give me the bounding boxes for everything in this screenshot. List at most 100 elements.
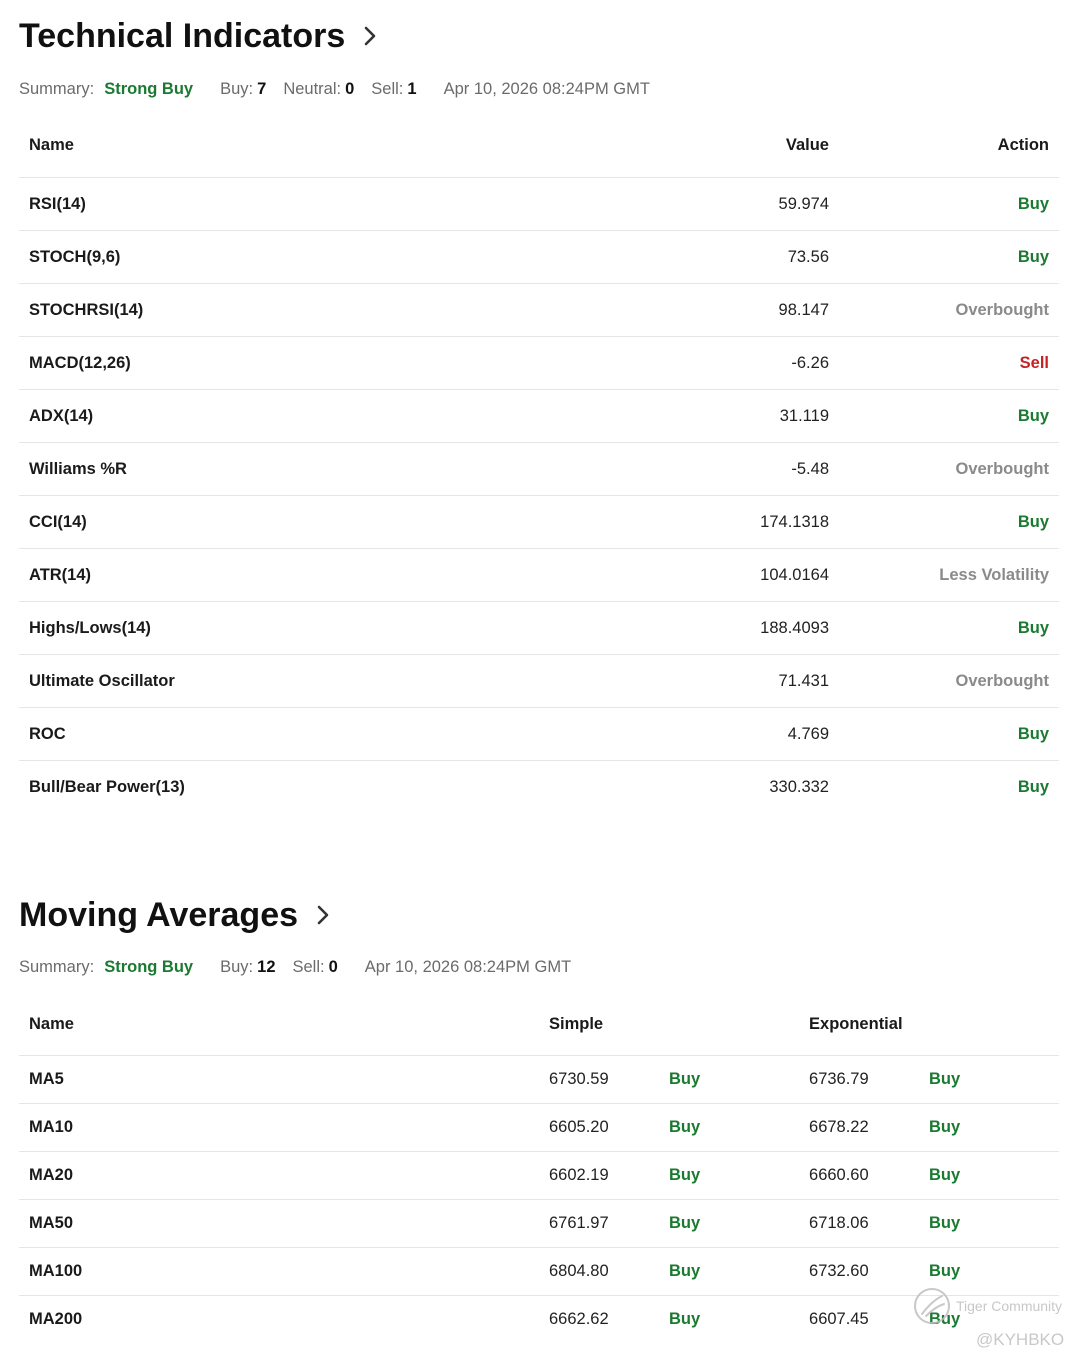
indicator-value: 174.1318 bbox=[639, 495, 839, 549]
ma-exponential-value: 6607.45 bbox=[799, 1295, 920, 1343]
technical-indicators-summary: Summary: Strong Buy Buy: 7 Neutral: 0 Sell… bbox=[19, 77, 1059, 101]
ma-simple-value: 6605.20 bbox=[539, 1103, 659, 1152]
indicator-name: Williams %R bbox=[19, 442, 639, 496]
buy-count-label: Buy: bbox=[220, 957, 254, 976]
sell-count-label: Sell: bbox=[371, 79, 404, 98]
indicator-name: Ultimate Oscillator bbox=[19, 654, 639, 708]
technical-indicators-section: Technical Indicators Summary: Strong Buy… bbox=[19, 14, 1059, 813]
indicator-action: Overbought bbox=[839, 442, 1059, 496]
sell-count: Sell: 1 bbox=[371, 80, 416, 99]
column-header-name: Name bbox=[29, 1014, 74, 1033]
indicator-action: Buy bbox=[839, 707, 1059, 761]
indicator-action: Buy bbox=[839, 495, 1059, 549]
ma-exponential-value: 6678.22 bbox=[799, 1103, 920, 1152]
indicator-value: 4.769 bbox=[639, 707, 839, 761]
moving-averages-section: Moving Averages Summary: Strong Buy Buy:… bbox=[19, 893, 1060, 1343]
neutral-count-label: Neutral: bbox=[283, 79, 342, 98]
indicator-action: Buy bbox=[839, 760, 1059, 813]
table-row: Ultimate Oscillator 71.431 Overbought bbox=[19, 654, 1059, 708]
summary-value: Strong Buy bbox=[104, 79, 194, 98]
summary-label: Summary: bbox=[19, 79, 95, 98]
summary-label: Summary: bbox=[19, 957, 95, 976]
indicator-value: -5.48 bbox=[639, 442, 839, 496]
neutral-count: Neutral: 0 bbox=[283, 80, 354, 99]
watermark-handle: @KYHBKO bbox=[976, 1330, 1065, 1349]
neutral-count-value: 0 bbox=[345, 79, 355, 98]
ma-simple-action: Buy bbox=[659, 1295, 800, 1343]
chevron-right-icon[interactable] bbox=[316, 904, 330, 926]
sell-count-value: 0 bbox=[328, 957, 338, 976]
indicator-value: 188.4093 bbox=[639, 601, 839, 655]
ma-exponential-value: 6718.06 bbox=[799, 1199, 920, 1248]
indicator-name: MACD(12,26) bbox=[19, 336, 639, 390]
ma-simple-value: 6761.97 bbox=[539, 1199, 659, 1248]
indicator-action: Sell bbox=[839, 336, 1059, 390]
indicator-name: ATR(14) bbox=[19, 548, 639, 602]
indicator-name: ROC bbox=[19, 707, 639, 761]
buy-count-label: Buy: bbox=[220, 79, 254, 98]
table-header-row: Name Value Action bbox=[19, 113, 1059, 178]
ma-name: MA10 bbox=[19, 1103, 539, 1152]
table-row: CCI(14) 174.1318 Buy bbox=[19, 495, 1059, 549]
watermark-brand: Tiger Community bbox=[956, 1298, 1063, 1314]
moving-averages-summary: Summary: Strong Buy Buy: 12 Sell: 0 Apr 10… bbox=[19, 955, 1059, 979]
ma-exponential-action: Buy bbox=[919, 1055, 1060, 1104]
ma-exponential-action: Buy bbox=[919, 1199, 1060, 1248]
ma-simple-action: Buy bbox=[659, 1199, 800, 1248]
ma-exponential-value: 6732.60 bbox=[799, 1247, 920, 1296]
indicator-value: -6.26 bbox=[639, 336, 839, 390]
ma-name: MA5 bbox=[19, 1055, 539, 1104]
ma-simple-action: Buy bbox=[659, 1055, 800, 1104]
moving-averages-header[interactable]: Moving Averages bbox=[19, 893, 1059, 937]
indicator-value: 59.974 bbox=[639, 177, 839, 231]
table-row: MA20 6602.19 Buy 6660.60 Buy bbox=[19, 1151, 1060, 1200]
indicator-action: Buy bbox=[839, 389, 1059, 443]
ma-exponential-action: Buy bbox=[919, 1247, 1060, 1296]
table-row: RSI(14) 59.974 Buy bbox=[19, 177, 1059, 231]
indicator-name: CCI(14) bbox=[19, 495, 639, 549]
table-row: MA5 6730.59 Buy 6736.79 Buy bbox=[19, 1055, 1060, 1104]
ma-simple-value: 6804.80 bbox=[539, 1247, 659, 1296]
indicator-name: ADX(14) bbox=[19, 389, 639, 443]
indicator-action: Less Volatility bbox=[839, 548, 1059, 602]
indicator-value: 73.56 bbox=[639, 230, 839, 284]
indicator-action: Overbought bbox=[839, 283, 1059, 337]
ma-simple-action: Buy bbox=[659, 1151, 800, 1200]
table-row: STOCHRSI(14) 98.147 Overbought bbox=[19, 283, 1059, 337]
technical-indicators-title: Technical Indicators bbox=[19, 16, 346, 55]
column-header-action: Action bbox=[997, 135, 1049, 154]
indicator-name: RSI(14) bbox=[19, 177, 639, 231]
tiger-logo-icon bbox=[912, 1286, 952, 1329]
table-row: ROC 4.769 Buy bbox=[19, 707, 1059, 761]
chevron-right-icon[interactable] bbox=[363, 25, 377, 47]
ma-name: MA100 bbox=[19, 1247, 539, 1296]
ma-exponential-value: 6736.79 bbox=[799, 1055, 920, 1104]
ma-exponential-action: Buy bbox=[919, 1103, 1060, 1152]
watermark: Tiger Community @KYHBKO bbox=[912, 1286, 1082, 1356]
table-row: ATR(14) 104.0164 Less Volatility bbox=[19, 548, 1059, 602]
technical-indicators-table: Name Value Action RSI(14) 59.974 Buy STOCH(… bbox=[19, 113, 1059, 813]
ma-exponential-action: Buy bbox=[919, 1151, 1060, 1200]
sell-count-label: Sell: bbox=[292, 957, 325, 976]
technical-indicators-header[interactable]: Technical Indicators bbox=[19, 14, 1059, 58]
table-row: Highs/Lows(14) 188.4093 Buy bbox=[19, 601, 1059, 655]
table-row: MA200 6662.62 Buy 6607.45 Buy bbox=[19, 1295, 1060, 1343]
indicator-name: Bull/Bear Power(13) bbox=[19, 760, 639, 813]
summary-timestamp: Apr 10, 2026 08:24PM GMT bbox=[443, 79, 650, 98]
indicator-action: Buy bbox=[839, 177, 1059, 231]
indicator-action: Overbought bbox=[839, 654, 1059, 708]
ma-simple-value: 6602.19 bbox=[539, 1151, 659, 1200]
table-row: STOCH(9,6) 73.56 Buy bbox=[19, 230, 1059, 284]
table-row: MA10 6605.20 Buy 6678.22 Buy bbox=[19, 1103, 1060, 1152]
table-row: ADX(14) 31.119 Buy bbox=[19, 389, 1059, 443]
buy-count: Buy: 12 bbox=[220, 958, 275, 977]
ma-name: MA50 bbox=[19, 1199, 539, 1248]
indicator-action: Buy bbox=[839, 601, 1059, 655]
indicator-value: 31.119 bbox=[639, 389, 839, 443]
indicator-value: 71.431 bbox=[639, 654, 839, 708]
indicator-name: STOCH(9,6) bbox=[19, 230, 639, 284]
ma-simple-action: Buy bbox=[659, 1247, 800, 1296]
ma-name: MA20 bbox=[19, 1151, 539, 1200]
table-row: MA100 6804.80 Buy 6732.60 Buy bbox=[19, 1247, 1060, 1296]
summary-timestamp: Apr 10, 2026 08:24PM GMT bbox=[364, 957, 572, 976]
